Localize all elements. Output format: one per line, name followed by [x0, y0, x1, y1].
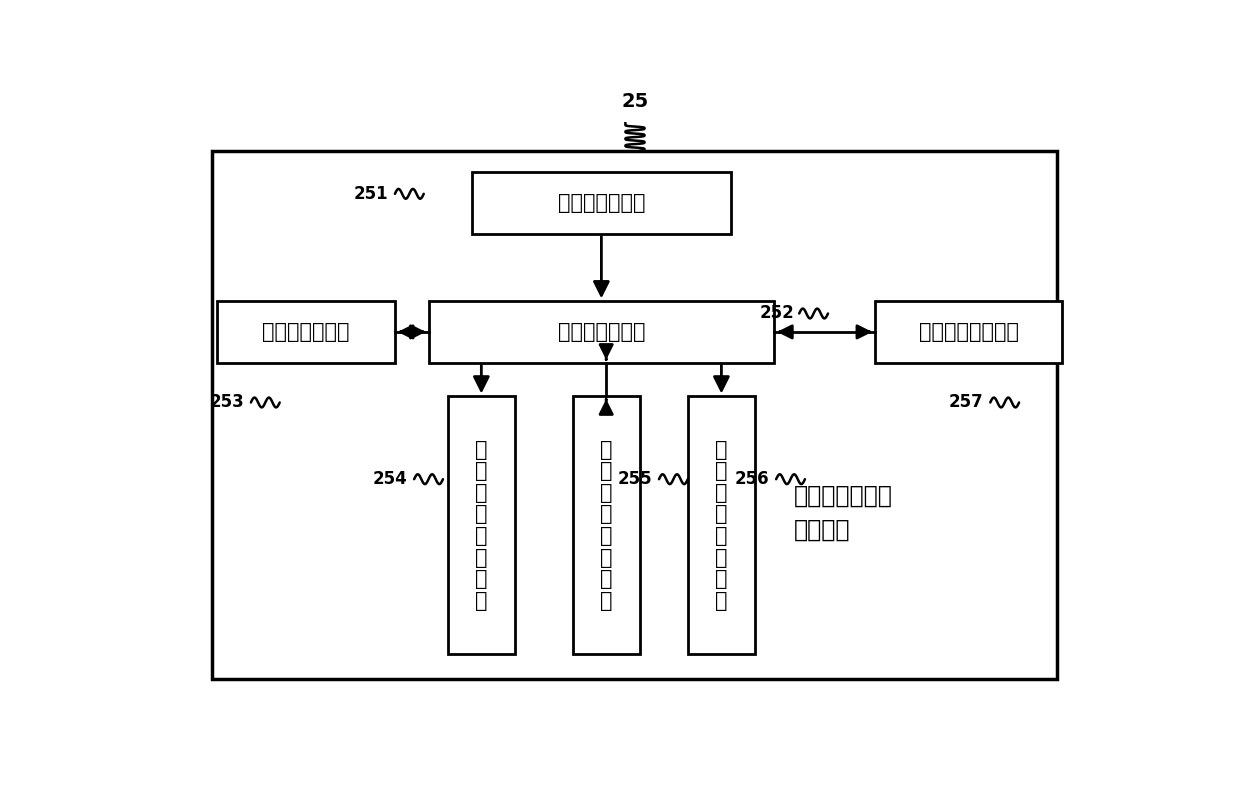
Bar: [217, 301, 395, 363]
Bar: [447, 396, 515, 654]
Bar: [429, 301, 774, 363]
Text: 257: 257: [949, 394, 984, 411]
Text: 252: 252: [760, 304, 794, 323]
Bar: [572, 396, 639, 654]
Text: 数据实时更新模块: 数据实时更新模块: [918, 322, 1018, 342]
Text: 检
测
数
据
处
理
模
块: 检 测 数 据 处 理 模 块: [600, 440, 612, 611]
Text: 数据任务化对比
识别单元: 数据任务化对比 识别单元: [793, 485, 892, 542]
Text: 255: 255: [618, 470, 652, 489]
Text: 25: 25: [622, 92, 648, 111]
Bar: [688, 396, 755, 654]
Text: 服务器配比模块: 服务器配比模块: [558, 322, 646, 342]
Text: 服务器选择模块: 服务器选择模块: [558, 193, 646, 213]
Text: 253: 253: [209, 394, 244, 411]
Text: 256: 256: [735, 470, 769, 489]
Bar: [472, 172, 731, 234]
Text: 数据包解析模块: 数据包解析模块: [263, 322, 349, 342]
Text: 检
测
数
据
分
类
模
块: 检 测 数 据 分 类 模 块: [475, 440, 488, 611]
Text: 254: 254: [373, 470, 408, 489]
Text: 标
准
数
据
提
取
模
块: 标 准 数 据 提 取 模 块: [715, 440, 727, 611]
Bar: [213, 151, 1057, 679]
Text: 251: 251: [353, 185, 388, 202]
Bar: [875, 301, 1062, 363]
